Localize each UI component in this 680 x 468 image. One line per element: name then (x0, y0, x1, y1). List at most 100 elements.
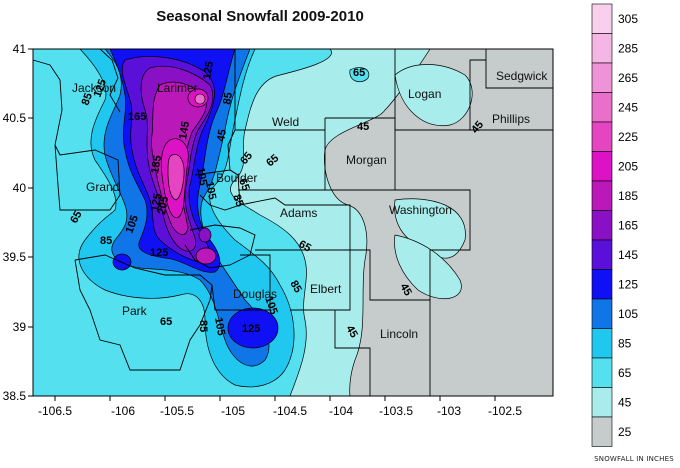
y-tick-label: 39 (13, 320, 27, 334)
legend-colorbar: 305 285 265 245 225 205 185 165 145 125 105 85 65 45 2… (591, 3, 638, 447)
contour-band-high-larimer (194, 93, 206, 105)
contour-label: 65 (160, 316, 172, 328)
county-line-grand (54, 144, 121, 211)
county-label-morgan: Morgan (346, 153, 387, 167)
legend-swatch (591, 92, 613, 123)
x-axis: -106.5 -106 -105.5 -105 -104.5 -104 -103… (38, 396, 522, 418)
legend-swatch (591, 62, 613, 93)
legend-swatch (591, 33, 613, 64)
x-tick-label: -104.5 (273, 404, 307, 418)
contour-label: 105 (212, 316, 227, 336)
county-line-clear-creek (184, 224, 256, 269)
contour-band-45c (394, 64, 473, 127)
x-tick-label: -105 (221, 404, 245, 418)
contour-label: 85 (197, 320, 209, 332)
x-tick-label: -102.5 (488, 404, 522, 418)
county-label-washington: Washington (389, 203, 452, 217)
county-label-jackson: Jackson (72, 81, 116, 95)
county-line-jackson-larimer (99, 48, 121, 113)
legend-swatch (591, 239, 613, 270)
county-label-adams: Adams (280, 206, 317, 220)
legend-level-label: 225 (618, 130, 638, 144)
x-tick-label: -106 (111, 404, 135, 418)
contour-label: 145 (177, 120, 192, 140)
legend-swatch (591, 328, 613, 359)
contour-band-45d (394, 234, 462, 299)
y-tick-label: 40 (13, 181, 27, 195)
contour-label: 205 (156, 195, 171, 215)
county-label-logan: Logan (408, 87, 441, 101)
county-label-boulder: Boulder (216, 171, 257, 185)
legend-swatch (591, 416, 613, 447)
contour-band-45b (394, 198, 466, 259)
county-label-elbert: Elbert (310, 282, 342, 296)
contour-label: 85 (230, 193, 245, 209)
contour-band-225 (167, 154, 185, 201)
legend-swatch (591, 3, 613, 34)
contour-band-185-clear-creek (195, 247, 217, 265)
contour-label: 105 (194, 166, 209, 186)
legend-level-label: 145 (618, 248, 638, 262)
county-line-elbert (290, 250, 351, 311)
legend-swatch (591, 387, 613, 418)
legend-swatch (591, 298, 613, 329)
legend-level-label: 245 (618, 100, 638, 114)
legend-level-label: 165 (618, 218, 638, 232)
contour-label: 85 (80, 91, 95, 107)
contour-label: 105 (203, 180, 218, 200)
y-axis: 41 40.5 40 39.5 39 38.5 (3, 42, 33, 403)
contour-fill-layer (33, 49, 473, 396)
x-tick-label: -104 (329, 404, 353, 418)
contour-label: 125 (242, 323, 260, 335)
county-label-larimer: Larimer (157, 81, 198, 95)
legend-swatch (591, 180, 613, 211)
county-line-douglas (211, 254, 271, 311)
legend-level-label: 265 (618, 71, 638, 85)
county-label-grand: Grand (86, 180, 119, 194)
county-label-phillips: Phillips (492, 112, 530, 126)
contour-label: 165 (128, 111, 146, 123)
contour-band-165-boulder (198, 227, 212, 243)
legend-level-label: 125 (618, 277, 638, 291)
county-label-weld: Weld (272, 115, 299, 129)
county-line-sedgwick (485, 60, 553, 89)
contour-label: 85 (100, 235, 112, 247)
county-line-logan (395, 49, 487, 131)
legend-level-label: 205 (618, 159, 638, 173)
contour-label: 65 (297, 238, 314, 255)
legend-title: SNOWFALL IN INCHES (594, 455, 674, 463)
contour-label: 65 (68, 209, 85, 226)
county-line-park (74, 254, 213, 371)
x-tick-label: -106.5 (38, 404, 72, 418)
legend-swatch (591, 269, 613, 300)
county-label-sedgwick: Sedgwick (496, 69, 548, 83)
county-label-douglas: Douglas (233, 287, 277, 301)
county-label-lincoln: Lincoln (380, 327, 418, 341)
legend-level-label: 85 (618, 336, 632, 350)
legend-level-label: 25 (618, 425, 632, 439)
x-tick-label: -103.5 (379, 404, 413, 418)
contour-label: 65 (236, 177, 251, 193)
legend-swatch (591, 151, 613, 182)
county-line-boulder (194, 169, 241, 211)
contour-label: 85 (287, 279, 304, 296)
county-boundaries (32, 48, 553, 396)
page-title: Seasonal Snowfall 2009-2010 (156, 8, 364, 25)
contour-label: 125 (149, 192, 164, 212)
contour-label: 45 (215, 128, 229, 142)
x-tick-label: -103 (437, 404, 461, 418)
y-tick-label: 38.5 (3, 389, 27, 403)
contour-label: 45 (343, 324, 360, 341)
county-label-park: Park (122, 304, 148, 318)
contour-label: 125 (150, 247, 168, 259)
legend-level-label: 45 (618, 395, 632, 409)
contour-label: 125 (201, 60, 216, 80)
contour-label: 45 (397, 282, 414, 299)
legend-swatch (591, 357, 613, 388)
legend-swatch (591, 121, 613, 152)
x-tick-label: -105.5 (160, 404, 194, 418)
county-line-adams (239, 197, 351, 251)
legend-level-label: 105 (618, 307, 638, 321)
legend-level-label: 305 (618, 12, 638, 26)
